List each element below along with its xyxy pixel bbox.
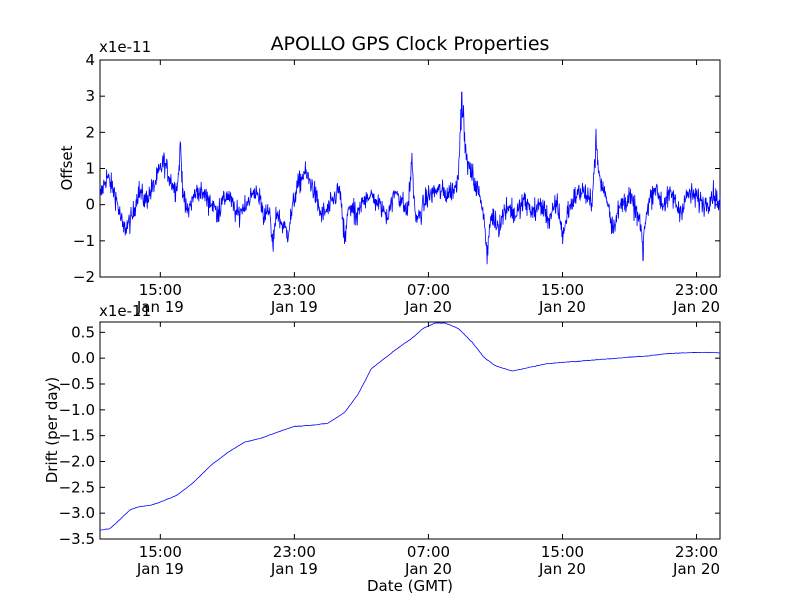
drift-y-axis-label: Drift (per day) [43,377,61,484]
offset-series-line [99,91,721,265]
offset-x-tick-label-time: 07:00 [407,281,450,299]
drift-y-tick-label: −1.5 [59,427,95,445]
drift-y-tick-label: 0.5 [71,323,95,341]
drift-x-tick-label-date: Jan 20 [672,560,720,578]
drift-y-tick-label: −3.0 [59,504,95,522]
drift-grid-and-ticks [100,322,720,540]
drift-y-tick-label: −2.0 [59,453,95,471]
offset-x-tick-label-date: Jan 20 [538,298,586,316]
offset-x-tick-label-time: 23:00 [675,281,718,299]
offset-y-scale-label: x1e-11 [99,38,151,56]
drift-x-tick-label-time: 15:00 [139,543,182,561]
drift-y-scale-label: x1e-11 [99,302,151,320]
drift-x-tick-label-time: 23:00 [273,543,316,561]
drift-y-tick-label: 0.0 [71,349,95,367]
offset-x-tick-label-date: Jan 19 [136,298,184,316]
drift-x-tick-label-time: 23:00 [675,543,718,561]
drift-x-tick-label-date: Jan 19 [270,560,318,578]
chart-title: APOLLO GPS Clock Properties [271,33,550,55]
offset-y-tick-label: 0 [85,196,95,214]
offset-y-tick-label: −1 [73,232,95,250]
offset-axes-frame [99,59,721,278]
offset-x-tick-label-time: 15:00 [541,281,584,299]
offset-y-tick-label: 1 [85,160,95,178]
offset-y-tick-label: 4 [85,51,95,69]
offset-x-tick-label-date: Jan 19 [270,298,318,316]
offset-x-tick-label-date: Jan 20 [404,298,452,316]
offset-x-tick-label-date: Jan 20 [672,298,720,316]
offset-y-axis-label: Offset [58,145,76,190]
drift-panel: −3.5 −3.0 −2.5 −2.0 −1.5 −1.0 −0.5 0.0 0.5 15:00… [43,302,721,595]
drift-x-tick-label-date: Jan 20 [404,560,452,578]
offset-grid-and-ticks [100,59,720,278]
drift-x-tick-label-date: Jan 19 [136,560,184,578]
offset-y-tick-label: 3 [85,87,95,105]
drift-y-tick-labels: −3.5 −3.0 −2.5 −2.0 −1.5 −1.0 −0.5 0.0 0.5 [59,323,95,548]
drift-x-tick-label-time: 15:00 [541,543,584,561]
drift-series-line [99,322,721,531]
drift-x-tick-label-time: 07:00 [407,543,450,561]
drift-y-tick-label: −3.5 [59,530,95,548]
drift-y-tick-label: −2.5 [59,478,95,496]
offset-x-tick-label-time: 23:00 [273,281,316,299]
drift-axes-frame [99,321,721,540]
drift-y-tick-label: −1.0 [59,401,95,419]
offset-y-tick-label: −2 [73,268,95,286]
drift-x-tick-label-date: Jan 20 [538,560,586,578]
offset-x-tick-label-time: 15:00 [139,281,182,299]
drift-x-axis-label: Date (GMT) [367,577,453,595]
drift-y-tick-label: −0.5 [59,375,95,393]
offset-y-tick-labels: −2 −1 0 1 2 3 4 [73,51,95,286]
offset-y-tick-label: 2 [85,123,95,141]
